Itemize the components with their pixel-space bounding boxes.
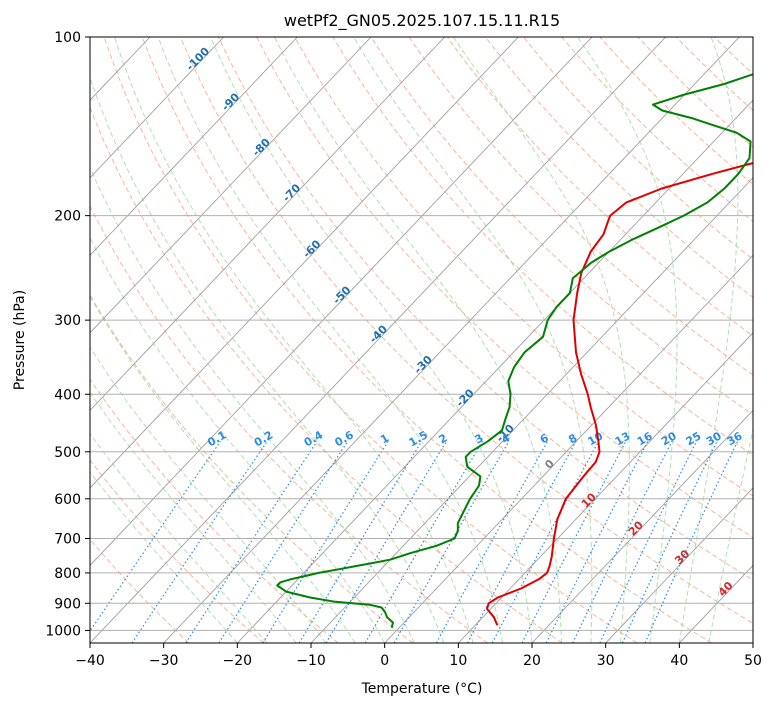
moist-adiabat bbox=[90, 75, 445, 643]
y-tick-label: 400 bbox=[54, 387, 81, 403]
mixing-ratio-line bbox=[131, 440, 268, 643]
isotherm bbox=[163, 37, 740, 643]
profile-series bbox=[276, 73, 753, 629]
mixing-ratio-line bbox=[325, 440, 447, 643]
mixing-ratio-line bbox=[218, 440, 349, 643]
moist-adiabat bbox=[708, 426, 753, 643]
dry-adiabat bbox=[90, 538, 190, 643]
y-axis-label: Pressure (hPa) bbox=[12, 290, 28, 390]
y-tick-label: 500 bbox=[54, 445, 81, 461]
y-tick-label: 300 bbox=[54, 313, 81, 329]
mixing-ratio-line bbox=[262, 440, 389, 643]
y-axis: 100 200 300 400 500 600 700 800 900 1000 bbox=[45, 30, 90, 639]
x-axis-label: Temperature (°C) bbox=[361, 681, 483, 697]
chart-title: wetPf2_GN05.2025.107.15.11.R15 bbox=[284, 11, 560, 31]
x-tick-label: 40 bbox=[670, 653, 688, 669]
isotherm bbox=[90, 37, 298, 256]
mixing-ratio-line bbox=[185, 440, 318, 643]
moist-adiabat bbox=[678, 37, 739, 643]
dry-adiabat bbox=[751, 37, 753, 39]
y-tick-label: 800 bbox=[54, 566, 81, 582]
dry-adiabat bbox=[90, 106, 563, 643]
moist-adiabat bbox=[577, 37, 678, 643]
plot-background bbox=[90, 37, 753, 643]
x-tick-label: −30 bbox=[149, 653, 179, 669]
y-tick-label: 1000 bbox=[45, 623, 81, 639]
dry-adiabat bbox=[408, 37, 753, 376]
isotherm bbox=[90, 37, 593, 567]
moist-adiabat bbox=[90, 236, 386, 643]
isotherm bbox=[752, 642, 753, 643]
moist-adiabat bbox=[114, 37, 474, 643]
mixing-ratio-line bbox=[364, 440, 484, 643]
isotherm bbox=[90, 37, 372, 334]
x-axis: −40 −30 −20 −10 0 10 20 30 40 50 bbox=[75, 643, 762, 669]
background-lines bbox=[0, 37, 753, 643]
y-tick-label: 100 bbox=[54, 30, 81, 46]
temperature-profile bbox=[486, 162, 753, 626]
moist-adiabat bbox=[353, 37, 593, 643]
dry-adiabat bbox=[179, 37, 753, 624]
plot-frame bbox=[89, 36, 754, 644]
dry-adiabat bbox=[294, 37, 753, 497]
mixing-ratio-line bbox=[572, 441, 673, 643]
moist-adiabat bbox=[274, 37, 562, 643]
isotherm bbox=[237, 99, 753, 643]
isotherm bbox=[384, 254, 753, 643]
dry-adiabat bbox=[90, 204, 488, 643]
moist-adiabat bbox=[453, 37, 630, 643]
mixing-ratio-line bbox=[393, 440, 510, 643]
moist-adiabat bbox=[90, 391, 297, 643]
x-tick-label: −40 bbox=[75, 653, 105, 669]
dry-adiabat bbox=[485, 37, 753, 298]
dry-adiabat bbox=[141, 37, 712, 643]
mixing-ratio-line bbox=[466, 441, 577, 643]
mixing-ratio-line bbox=[298, 440, 423, 643]
dry-adiabat bbox=[90, 459, 264, 643]
x-tick-label: 30 bbox=[597, 653, 615, 669]
isotherm bbox=[90, 37, 519, 489]
x-tick-label: 10 bbox=[449, 653, 467, 669]
isotherm bbox=[531, 409, 753, 643]
pressure-gridlines bbox=[90, 36, 753, 631]
y-tick-label: 900 bbox=[54, 596, 81, 612]
moist-adiabat bbox=[210, 37, 533, 643]
y-tick-label: 600 bbox=[54, 492, 81, 508]
isotherm bbox=[90, 37, 225, 179]
mixing-ratio-labels: 0.1 0.2 0.4 0.6 1 1.5 2 3 4 6 8 10 13 16 20 25 30 36 bbox=[205, 428, 745, 449]
x-tick-label: 20 bbox=[523, 653, 541, 669]
x-tick-label: −20 bbox=[223, 653, 253, 669]
dry-adiabat bbox=[218, 37, 753, 581]
mixing-ratio-line bbox=[545, 441, 649, 643]
x-tick-label: 50 bbox=[744, 653, 762, 669]
dry-adiabat bbox=[370, 37, 753, 416]
y-tick-label: 200 bbox=[54, 209, 81, 225]
dewpoint-profile bbox=[276, 73, 753, 629]
mixing-ratio-line bbox=[644, 441, 739, 643]
isotherm bbox=[605, 487, 753, 643]
mixing-ratio-line bbox=[435, 441, 549, 643]
mixing-ratio-line bbox=[90, 440, 221, 632]
isotherm bbox=[90, 37, 667, 643]
isotherm bbox=[90, 37, 446, 412]
isotherm bbox=[0, 37, 3, 643]
dry-adiabat bbox=[103, 37, 638, 643]
y-tick-label: 700 bbox=[54, 532, 81, 548]
x-tick-label: −10 bbox=[296, 653, 326, 669]
moist-adiabat bbox=[90, 471, 238, 643]
isotherm bbox=[310, 177, 753, 643]
moist-adiabat bbox=[90, 346, 327, 643]
x-tick-label: 0 bbox=[380, 653, 389, 669]
